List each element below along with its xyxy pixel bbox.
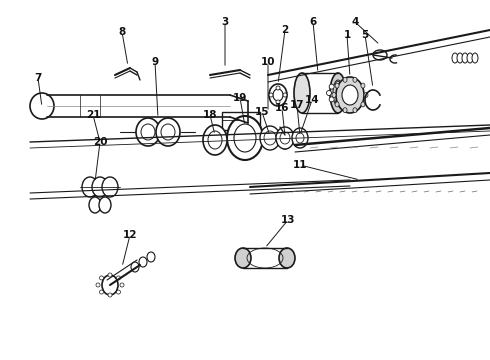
Ellipse shape (108, 293, 112, 297)
Text: 4: 4 (351, 17, 359, 27)
Ellipse shape (457, 53, 463, 63)
Text: 3: 3 (221, 17, 229, 27)
Ellipse shape (203, 125, 227, 155)
Ellipse shape (269, 93, 273, 97)
Ellipse shape (361, 102, 365, 107)
Text: 5: 5 (361, 30, 368, 40)
Ellipse shape (344, 90, 349, 95)
Bar (222, 112, 260, 130)
Text: 12: 12 (123, 230, 137, 240)
Ellipse shape (102, 275, 118, 295)
Ellipse shape (342, 85, 358, 105)
Ellipse shape (260, 126, 280, 150)
Ellipse shape (329, 97, 334, 102)
Ellipse shape (227, 116, 263, 160)
Ellipse shape (472, 53, 478, 63)
Ellipse shape (373, 50, 387, 60)
Ellipse shape (92, 177, 108, 197)
Ellipse shape (117, 290, 121, 294)
Ellipse shape (342, 84, 347, 89)
Ellipse shape (89, 197, 101, 213)
Ellipse shape (353, 77, 357, 82)
Ellipse shape (280, 135, 290, 149)
Ellipse shape (335, 102, 339, 107)
Ellipse shape (96, 283, 100, 287)
Text: 6: 6 (309, 17, 317, 27)
Ellipse shape (120, 283, 124, 287)
Ellipse shape (139, 257, 147, 267)
Ellipse shape (326, 90, 332, 95)
Ellipse shape (82, 177, 98, 197)
Ellipse shape (279, 248, 295, 268)
Ellipse shape (108, 273, 112, 277)
Text: 20: 20 (93, 137, 107, 147)
Ellipse shape (276, 100, 280, 104)
Ellipse shape (136, 118, 160, 146)
Text: 1: 1 (343, 30, 351, 40)
Text: 2: 2 (281, 25, 289, 35)
Ellipse shape (353, 108, 357, 113)
Text: 16: 16 (275, 103, 289, 113)
Text: 10: 10 (261, 57, 275, 67)
Ellipse shape (156, 118, 180, 146)
Ellipse shape (336, 81, 341, 86)
Ellipse shape (329, 84, 334, 89)
Ellipse shape (283, 93, 287, 97)
Ellipse shape (467, 53, 473, 63)
Ellipse shape (276, 86, 280, 90)
Ellipse shape (276, 127, 294, 149)
Ellipse shape (99, 276, 103, 280)
Text: 17: 17 (290, 100, 304, 110)
Ellipse shape (292, 128, 308, 148)
Ellipse shape (332, 93, 336, 98)
Text: 7: 7 (34, 73, 42, 83)
Text: 21: 21 (86, 110, 100, 120)
Text: 11: 11 (293, 160, 307, 170)
Ellipse shape (364, 93, 368, 98)
Ellipse shape (147, 252, 155, 262)
Text: 18: 18 (203, 110, 217, 120)
Ellipse shape (343, 77, 347, 82)
Ellipse shape (336, 99, 341, 104)
Ellipse shape (269, 84, 287, 106)
Ellipse shape (30, 93, 54, 119)
Ellipse shape (342, 97, 347, 102)
Ellipse shape (235, 248, 251, 268)
Ellipse shape (294, 73, 310, 113)
Ellipse shape (335, 83, 339, 88)
Text: 19: 19 (233, 93, 247, 103)
Ellipse shape (361, 83, 365, 88)
Text: 9: 9 (151, 57, 159, 67)
Text: 8: 8 (119, 27, 125, 37)
Ellipse shape (330, 73, 346, 113)
Ellipse shape (117, 276, 121, 280)
Text: 13: 13 (281, 215, 295, 225)
Ellipse shape (336, 77, 364, 113)
Ellipse shape (99, 197, 111, 213)
Ellipse shape (452, 53, 458, 63)
Ellipse shape (99, 290, 103, 294)
Text: 15: 15 (255, 107, 269, 117)
Ellipse shape (102, 177, 118, 197)
Ellipse shape (462, 53, 468, 63)
Text: 14: 14 (305, 95, 319, 105)
Ellipse shape (343, 108, 347, 113)
Ellipse shape (131, 262, 139, 272)
